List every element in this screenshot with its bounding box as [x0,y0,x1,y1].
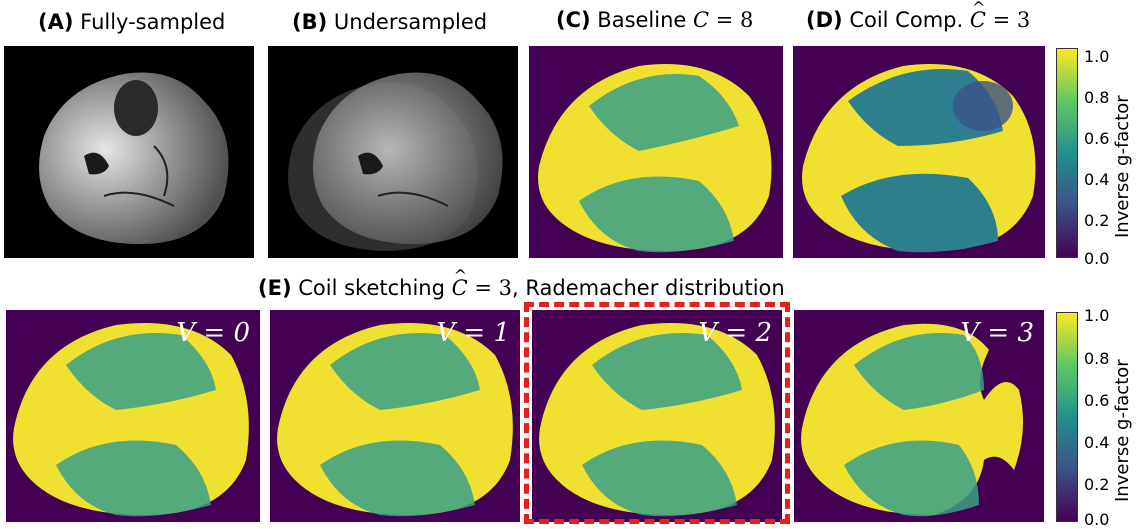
colorbar-top-tick-2: 0.8 [1084,88,1110,107]
panel-a-tag: (A) [38,10,74,34]
colorbar-bottom-tick-3: 0.6 [1084,391,1110,410]
colorbar-bottom-tick-2: 0.8 [1084,349,1110,368]
panel-e-math-var: C [452,268,468,299]
colorbar-top-tick-5: 0.2 [1084,211,1110,230]
panel-b-tag: (B) [292,10,328,34]
panel-d-math-val: = 3 [985,8,1031,32]
colorbar-top [1056,48,1078,258]
colorbar-bottom-tick-5: 0.2 [1084,475,1110,494]
v0-label: V = 0 [176,318,250,348]
panel-c-tag: (C) [556,8,591,32]
sketch-v1-svg [277,323,513,517]
colorbar-bottom-tick-1: 1.0 [1084,306,1110,325]
colorbar-bottom-label: Inverse g-factor [1112,359,1133,502]
v2-label: V = 2 [698,318,772,348]
colorbar-top-tick-6: 0.0 [1084,249,1110,268]
panel-c-math-var: C [693,8,710,32]
panel-d-text: Coil Comp. [849,8,964,32]
sketch-v3-map: V = 3 [794,310,1044,522]
undersampled-image [268,46,518,258]
colorbar-top-tick-1: 1.0 [1084,47,1110,66]
panel-d-title: (D) Coil Comp. C = 3 [806,0,1031,32]
colorbar-bottom [1056,312,1078,522]
highlight-box [524,302,790,524]
sketch-v0-map: V = 0 [6,310,260,522]
colorbar-bottom-tick-4: 0.4 [1084,433,1110,452]
panel-e-math-val: = 3 [467,276,513,300]
sketch-v1-map: V = 1 [270,310,520,522]
sketch-v0-svg [13,323,249,517]
panel-c-text: Baseline [597,8,687,32]
panel-c-title: (C) Baseline C = 8 [556,10,753,31]
undersampled-svg [288,72,503,251]
sketch-v2-map: V = 2 [532,310,782,522]
panel-c-math-val: = 8 [709,8,754,32]
sketch-v2-svg [539,323,775,517]
fully-sampled-svg [39,72,229,245]
fully-sampled-image [4,46,254,258]
panel-e-text: Coil sketching [298,276,445,300]
colorbar-top-tick-4: 0.4 [1084,170,1110,189]
colorbar-top-tick-3: 0.6 [1084,129,1110,148]
panel-e-suffix: , Rademacher distribution [512,276,785,300]
panel-a-title: (A) Fully-sampled [38,12,225,33]
panel-d-math-var: C [970,0,986,31]
panel-e-title: (E) Coil sketching C = 3, Rademacher dis… [258,268,785,300]
panel-e-tag: (E) [258,276,292,300]
panel-b-title: (B) Undersampled [292,12,487,33]
colorbar-top-label: Inverse g-factor [1112,95,1133,238]
coil-comp-gfactor-svg [802,64,1036,253]
sketch-v3-svg [801,323,1023,517]
v1-label: V = 1 [436,318,510,348]
colorbar-bottom-tick-6: 0.0 [1084,510,1110,529]
baseline-gfactor-svg [538,64,772,253]
coil-comp-gfactor-map [793,46,1045,258]
panel-b-text: Undersampled [333,10,488,34]
panel-d-tag: (D) [806,8,843,32]
panel-a-text: Fully-sampled [80,10,226,34]
baseline-gfactor-map [529,46,783,258]
v3-label: V = 3 [960,318,1034,348]
